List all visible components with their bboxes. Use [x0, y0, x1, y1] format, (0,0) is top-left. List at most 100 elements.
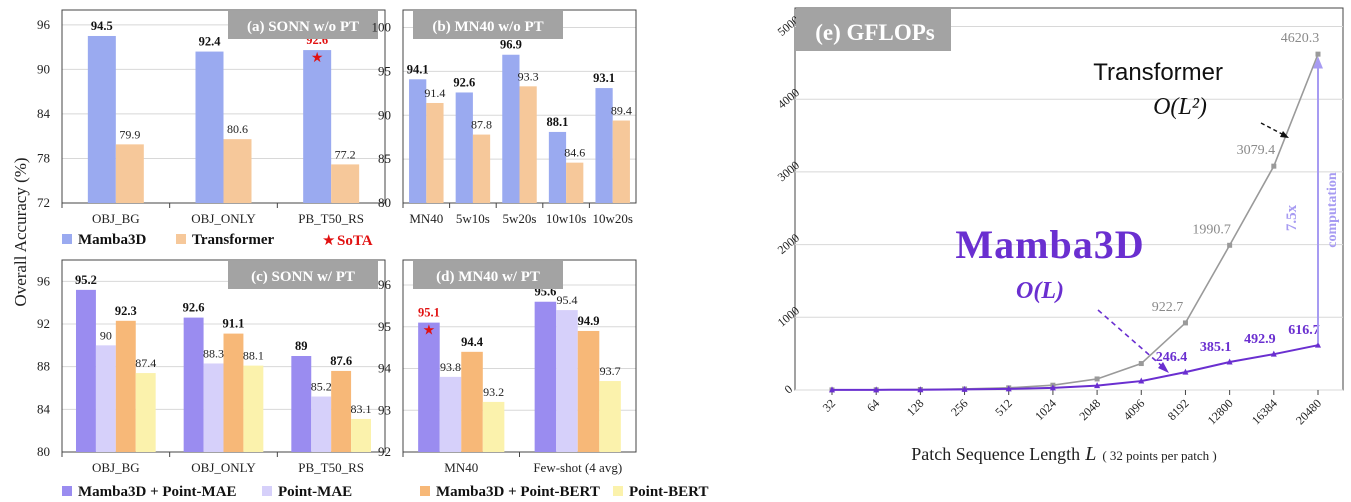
- data-point: [1138, 361, 1144, 367]
- arrow-head-icon: [1280, 131, 1289, 138]
- bar: [291, 356, 312, 452]
- y-tick-label: 90: [37, 61, 50, 76]
- bar: [534, 301, 557, 452]
- data-label: 90: [100, 328, 112, 342]
- panel-title: (c) SONN w/ PT: [251, 269, 355, 285]
- legend-item: Mamba3D + Point-MAE: [62, 484, 237, 500]
- bar: [482, 401, 505, 452]
- y-tick-label: 92: [37, 316, 50, 331]
- transformer-annotation: Transformer: [1093, 59, 1223, 86]
- y-tick-label: 92: [378, 444, 391, 459]
- x-axis-label: Patch Sequence Length L ( 32 points per pa…: [911, 443, 1217, 465]
- mamba-arrow: [1097, 309, 1164, 368]
- x-tick-label: PB_T50_RS: [298, 460, 364, 475]
- y-tick-label: 94: [378, 361, 392, 376]
- legend-label: Point-MAE: [278, 484, 352, 500]
- legend-swatch: [613, 486, 623, 496]
- x-tick-label: 12800: [1205, 396, 1236, 427]
- data-label: 95.2: [75, 273, 97, 287]
- legend-swatch: [176, 234, 186, 244]
- y-tick-label: 95: [378, 319, 391, 334]
- legend-item: Point-MAE: [262, 484, 352, 500]
- x-tick-label: 5w10s: [456, 211, 490, 226]
- data-point: [829, 386, 835, 393]
- bar: [223, 139, 252, 203]
- data-label: 92.4: [199, 35, 222, 49]
- arrow-head-icon: [1158, 362, 1169, 373]
- data-point: [1094, 382, 1101, 389]
- data-label: 94.5: [91, 19, 113, 33]
- y-tick-label: 4000: [775, 85, 802, 111]
- x-tick-label: 5w20s: [503, 211, 537, 226]
- panel-d: 92 93 94 95 96 MN40 95.1 ★ 93.894.4 93.2 Few-shot …: [378, 259, 637, 475]
- x-tick-label: 20480: [1293, 396, 1324, 427]
- legend-top: Mamba3D Transformer ★ SoTA: [62, 232, 373, 249]
- data-label: 4620.3: [1281, 31, 1320, 46]
- legend-swatch: [62, 486, 72, 496]
- data-label: 95.1: [418, 306, 440, 320]
- sota-star-icon: ★: [423, 324, 436, 339]
- x-axis-label-var: L: [1084, 443, 1096, 465]
- bar: [566, 162, 584, 203]
- bar: [183, 317, 204, 452]
- y-tick-label: 95: [378, 63, 391, 78]
- x-axis-label-note: ( 32 points per patch ): [1102, 448, 1216, 463]
- bar: [556, 310, 578, 452]
- data-point: [1049, 384, 1056, 391]
- x-tick-label: 512: [992, 396, 1015, 419]
- data-label: 92.3: [115, 304, 137, 318]
- data-label: 85.2: [311, 380, 332, 394]
- data-label: 94.1: [407, 62, 429, 76]
- bar: [243, 365, 264, 452]
- data-label: 80.6: [227, 122, 248, 136]
- bar: [331, 370, 352, 452]
- panel-title-bg: [228, 11, 378, 39]
- y-tick-label: 72: [37, 195, 50, 210]
- bar: [502, 54, 520, 204]
- bar: [599, 381, 621, 452]
- y-tick-label: 90: [378, 107, 391, 122]
- data-label: 1990.7: [1192, 222, 1231, 237]
- data-label: 922.7: [1152, 300, 1184, 315]
- legend-label: Transformer: [192, 232, 275, 248]
- data-label: 96.9: [500, 38, 522, 52]
- data-label: 95.4: [556, 293, 577, 307]
- data-point: [1226, 358, 1233, 365]
- panel-a: 72 78 84 90 96 OBJ_BG 94.5 79.9 OBJ_ONLY 92.4 80.6…: [37, 9, 386, 226]
- bar: [418, 322, 440, 452]
- panel-title-bg: [796, 9, 951, 51]
- data-label: 492.9: [1244, 332, 1276, 347]
- transformer-complexity: O(L²): [1153, 94, 1207, 120]
- x-tick-label: OBJ_ONLY: [191, 460, 256, 475]
- y-axis-label: Overall Accuracy (%): [11, 157, 30, 306]
- x-tick-label: 256: [948, 396, 971, 419]
- ratio-label: 7.5x: [1284, 204, 1300, 231]
- legend-star-icon: ★: [322, 233, 335, 249]
- y-tick-label: 96: [378, 277, 392, 292]
- legend-item: Transformer: [176, 232, 275, 248]
- bar: [331, 164, 360, 203]
- data-label: 616.7: [1288, 323, 1320, 338]
- bar: [223, 333, 244, 452]
- data-point: [1094, 376, 1100, 382]
- panels: 72 78 84 90 96 OBJ_BG 94.5 79.9 OBJ_ONLY 92.4 80.6…: [37, 7, 1344, 475]
- x-tick-label: 8192: [1165, 396, 1192, 423]
- y-tick-label: 84: [37, 106, 51, 121]
- data-label: 91.4: [424, 86, 445, 100]
- bar: [87, 35, 116, 203]
- bar: [461, 351, 483, 452]
- data-label: 93.7: [600, 364, 621, 378]
- bar: [519, 86, 537, 203]
- bar: [426, 102, 444, 203]
- data-label: 79.9: [119, 127, 140, 141]
- legend-label: Mamba3D + Point-MAE: [78, 484, 237, 500]
- transformer-arrow: [1260, 122, 1285, 136]
- data-point: [917, 386, 924, 393]
- x-tick-label: 128: [904, 396, 927, 419]
- legend-label: Mamba3D: [78, 232, 146, 248]
- bar: [303, 50, 332, 204]
- y-tick-label: 2000: [775, 231, 802, 257]
- panel-title: (d) MN40 w/ PT: [436, 269, 540, 285]
- y-tick-label: 0: [782, 382, 796, 397]
